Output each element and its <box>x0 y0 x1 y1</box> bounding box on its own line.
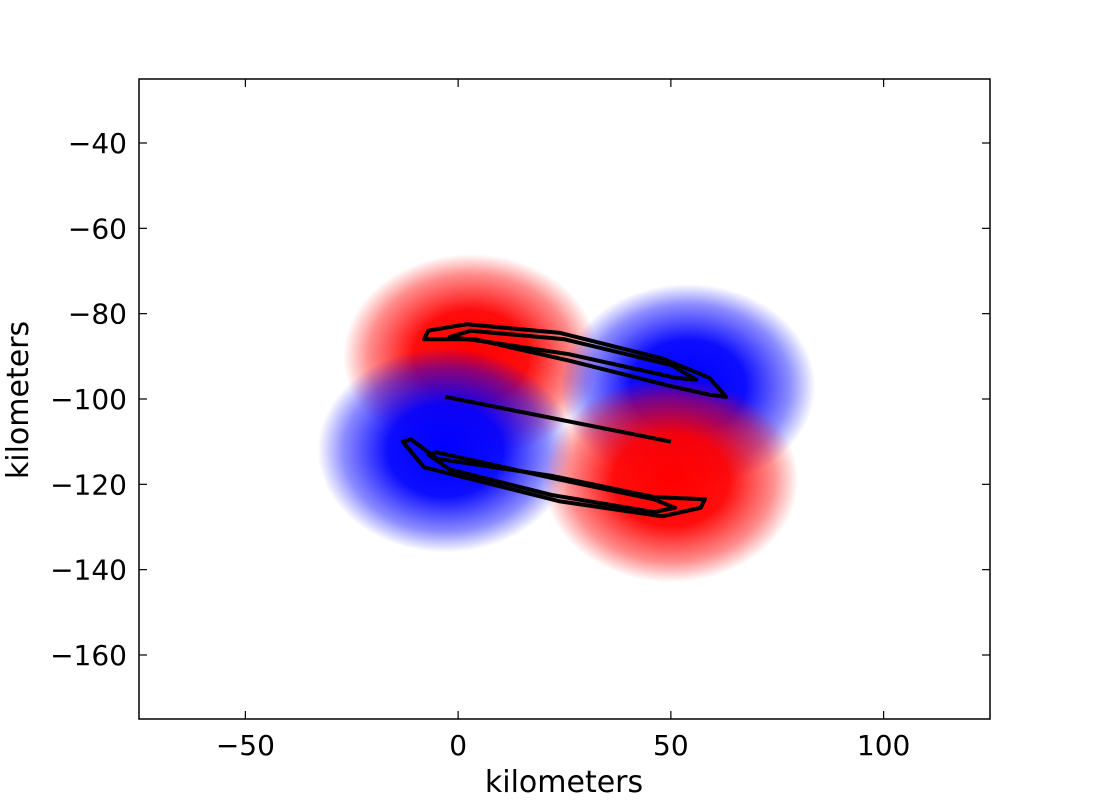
y-tick-label: −120 <box>50 468 127 501</box>
x-tick-label: 50 <box>653 729 689 762</box>
contour-lines <box>400 322 729 519</box>
heatmap-lobes <box>317 253 816 583</box>
y-tick-label: −40 <box>68 127 127 160</box>
contour-upper-outer <box>422 322 729 399</box>
x-tick-label: 100 <box>857 729 910 762</box>
y-axis-label: kilometers <box>1 321 36 479</box>
y-tick-label: −140 <box>50 554 127 587</box>
y-tick-label: −60 <box>68 212 127 245</box>
x-axis-ticks: −50 0 50 100 <box>216 79 910 762</box>
fault-line-layer <box>444 394 672 444</box>
y-tick-label: −80 <box>68 298 127 331</box>
y-tick-label: −160 <box>50 639 127 672</box>
x-tick-label: −50 <box>216 729 275 762</box>
lobe-lower-left-blue <box>317 347 574 553</box>
contour-upper-inner <box>447 328 699 382</box>
y-tick-label: −100 <box>50 383 127 416</box>
y-axis-ticks: −40 −60 −80 −100 −120 −140 −160 <box>50 127 990 672</box>
x-axis-label: kilometers <box>485 765 643 800</box>
fault-line <box>444 394 672 444</box>
x-tick-label: 0 <box>449 729 467 762</box>
contour-lower-inner <box>426 450 678 515</box>
